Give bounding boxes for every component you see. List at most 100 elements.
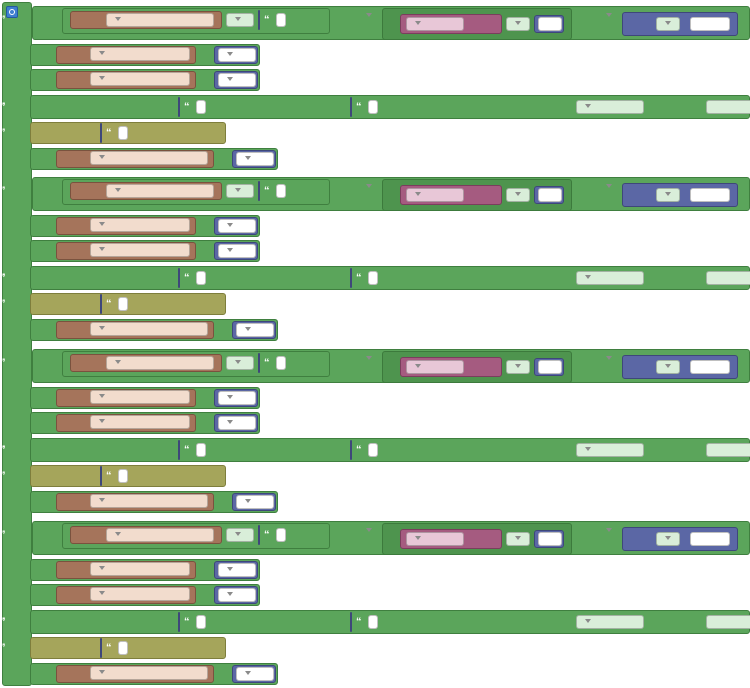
state-dropdown[interactable]	[218, 416, 256, 430]
device-dropdown[interactable]	[90, 666, 208, 680]
state-dropdown[interactable]	[218, 244, 256, 258]
90-text[interactable]	[368, 443, 378, 457]
operator-dropdown[interactable]	[226, 13, 254, 27]
88-text[interactable]	[118, 469, 128, 483]
36[interactable]	[258, 525, 260, 545]
state-dropdown[interactable]	[236, 667, 274, 681]
88[interactable]	[100, 638, 102, 658]
device-dropdown[interactable]	[90, 151, 208, 165]
sensor-dropdown[interactable]	[406, 532, 464, 546]
operator-dropdown[interactable]	[226, 528, 254, 542]
device-dropdown[interactable]	[106, 184, 214, 198]
state-dropdown[interactable]	[218, 563, 256, 577]
52-text[interactable]	[196, 615, 206, 629]
write-to-log-block[interactable]	[30, 465, 226, 487]
88[interactable]	[100, 123, 102, 143]
device-dropdown[interactable]	[106, 13, 214, 27]
write-to-log-block[interactable]	[30, 293, 226, 315]
device-dropdown[interactable]	[106, 356, 214, 370]
priority-dropdown[interactable]	[706, 615, 750, 629]
state-dropdown[interactable]	[236, 152, 274, 166]
52-text[interactable]	[196, 271, 206, 285]
operator-dropdown[interactable]	[656, 360, 680, 374]
subsystem-dropdown[interactable]	[576, 615, 644, 629]
52-text[interactable]	[196, 443, 206, 457]
subsystem-dropdown[interactable]	[576, 100, 644, 114]
device-dropdown[interactable]	[90, 322, 208, 336]
36[interactable]	[258, 353, 260, 373]
operator-dropdown[interactable]	[656, 532, 680, 546]
88-text[interactable]	[118, 297, 128, 311]
device-dropdown[interactable]	[90, 494, 208, 508]
90-text[interactable]	[368, 271, 378, 285]
88-text[interactable]	[118, 641, 128, 655]
36-text[interactable]	[276, 184, 286, 198]
device-dropdown[interactable]	[90, 243, 190, 257]
90-text[interactable]	[368, 615, 378, 629]
device-dropdown[interactable]	[90, 415, 190, 429]
state-dropdown[interactable]	[218, 391, 256, 405]
device-dropdown[interactable]	[90, 72, 190, 86]
operator-dropdown[interactable]	[506, 17, 530, 31]
36-text[interactable]	[276, 356, 286, 370]
36-text[interactable]	[276, 13, 286, 27]
subsystem-dropdown[interactable]	[576, 443, 644, 457]
threshold-value[interactable]	[538, 17, 562, 31]
operator-dropdown[interactable]	[506, 532, 530, 546]
time-value[interactable]	[690, 188, 730, 202]
time-value[interactable]	[690, 360, 730, 374]
priority-dropdown[interactable]	[706, 100, 750, 114]
52[interactable]	[178, 612, 180, 632]
36[interactable]	[258, 10, 260, 30]
36[interactable]	[258, 181, 260, 201]
state-dropdown[interactable]	[218, 48, 256, 62]
write-to-log-block[interactable]	[30, 122, 226, 144]
88-text[interactable]	[118, 126, 128, 140]
operator-dropdown[interactable]	[656, 188, 680, 202]
sensor-dropdown[interactable]	[406, 360, 464, 374]
90[interactable]	[350, 612, 352, 632]
subsystem-dropdown[interactable]	[576, 271, 644, 285]
time-value[interactable]	[690, 17, 730, 31]
88[interactable]	[100, 466, 102, 486]
operator-dropdown[interactable]	[226, 184, 254, 198]
52[interactable]	[178, 268, 180, 288]
priority-dropdown[interactable]	[706, 443, 750, 457]
operator-dropdown[interactable]	[226, 356, 254, 370]
52[interactable]	[178, 97, 180, 117]
dropdown-arrow-icon	[227, 395, 233, 400]
36-text[interactable]	[276, 528, 286, 542]
52[interactable]	[178, 440, 180, 460]
state-dropdown[interactable]	[236, 495, 274, 509]
sensor-dropdown[interactable]	[406, 188, 464, 202]
52-text[interactable]	[196, 100, 206, 114]
state-dropdown[interactable]	[218, 73, 256, 87]
device-dropdown[interactable]	[90, 47, 190, 61]
time-value[interactable]	[690, 532, 730, 546]
write-to-log-block[interactable]	[30, 637, 226, 659]
device-dropdown[interactable]	[90, 562, 190, 576]
state-dropdown[interactable]	[236, 323, 274, 337]
90-text[interactable]	[368, 100, 378, 114]
operator-dropdown[interactable]	[506, 188, 530, 202]
operator-dropdown[interactable]	[656, 17, 680, 31]
device-dropdown[interactable]	[90, 390, 190, 404]
90[interactable]	[350, 97, 352, 117]
90[interactable]	[350, 440, 352, 460]
priority-dropdown[interactable]	[706, 271, 750, 285]
state-dropdown[interactable]	[218, 588, 256, 602]
operator-dropdown[interactable]	[506, 360, 530, 374]
device-dropdown[interactable]	[90, 218, 190, 232]
threshold-value[interactable]	[538, 532, 562, 546]
threshold-value[interactable]	[538, 360, 562, 374]
threshold-value[interactable]	[538, 188, 562, 202]
device-dropdown[interactable]	[90, 587, 190, 601]
90[interactable]	[350, 268, 352, 288]
state-dropdown[interactable]	[218, 219, 256, 233]
sensor-dropdown[interactable]	[406, 17, 464, 31]
device-dropdown[interactable]	[106, 528, 214, 542]
mutator-gear-icon[interactable]	[6, 6, 18, 18]
if-else-block[interactable]	[2, 2, 32, 686]
88[interactable]	[100, 294, 102, 314]
